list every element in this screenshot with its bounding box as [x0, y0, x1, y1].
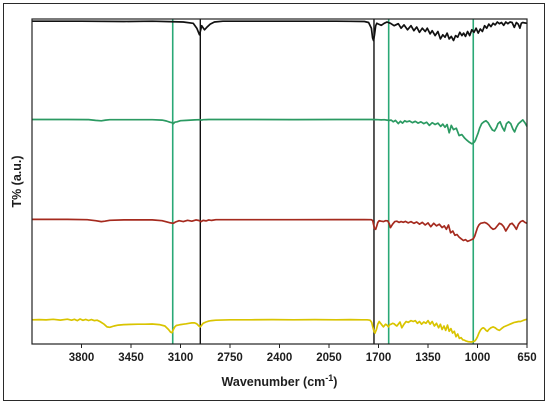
plot-area-border — [31, 18, 528, 345]
x-tick-label: 3800 — [69, 352, 95, 364]
x-tick-label: 1350 — [415, 352, 441, 364]
x-axis-label-close: ) — [333, 375, 337, 389]
spectra-series — [31, 20, 528, 343]
spectrum-line-3 — [32, 218, 528, 243]
spectrum-line-2 — [32, 118, 528, 145]
x-tick-label: 2750 — [217, 352, 243, 364]
x-tick-label: 650 — [517, 352, 536, 364]
vertical-marker-lines — [171, 19, 475, 344]
x-tick-label: 1000 — [465, 352, 491, 364]
x-axis-label: Wavenumber (cm-1) — [222, 373, 338, 389]
spectrum-line-4 — [31, 318, 528, 343]
x-tick-label: 2050 — [316, 352, 342, 364]
x-tick-label: 2400 — [267, 352, 293, 364]
x-tick-label: 3100 — [168, 352, 194, 364]
x-tick-label: 3450 — [118, 352, 144, 364]
spectrum-line-1 — [32, 20, 528, 42]
x-axis-ticks: 3800 3450 3100 2750 2400 2050 1700 1350 1000 650 — [69, 344, 537, 364]
x-axis-label-superscript: -1 — [325, 373, 333, 383]
x-axis-label-main: Wavenumber (cm — [222, 375, 326, 389]
y-axis-label: T% (a.u.) — [10, 155, 24, 207]
x-tick-label: 1700 — [366, 352, 392, 364]
